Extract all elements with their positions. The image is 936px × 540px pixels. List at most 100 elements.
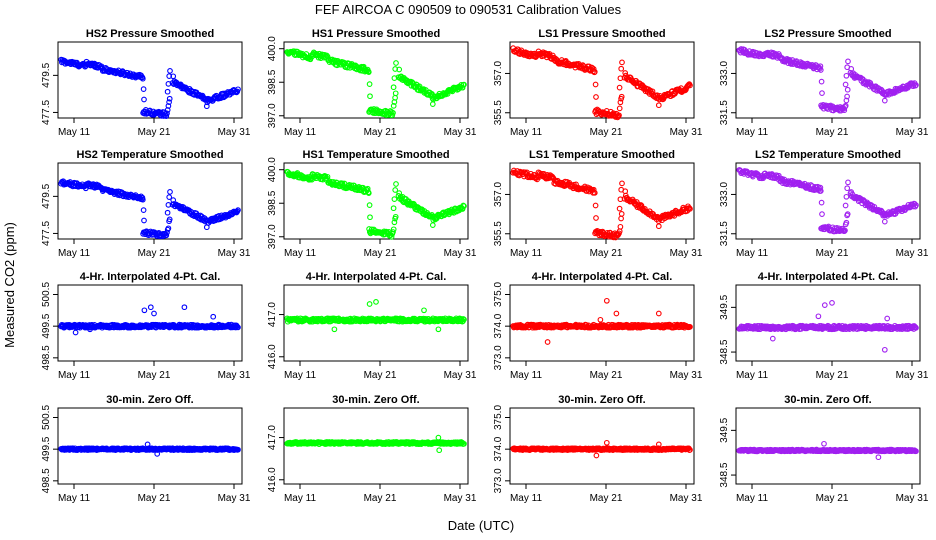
x-tick-label: May 11 [284, 493, 316, 504]
data-point [844, 64, 851, 71]
data-point [817, 188, 824, 194]
data-point [203, 103, 210, 110]
data-point [164, 88, 171, 95]
data-point [170, 73, 177, 80]
data-point [210, 313, 217, 320]
y-tick-label: 373.0 [493, 468, 504, 493]
x-tick-label: May 21 [364, 248, 397, 259]
data-point [190, 88, 196, 95]
y-tick-label: 375.0 [493, 405, 504, 430]
data-point [817, 63, 824, 70]
data-point [181, 304, 188, 311]
plot-frame [283, 407, 469, 485]
y-tick-label: 397.0 [267, 103, 278, 128]
y-tick-label: 357.0 [493, 61, 504, 86]
data-point [235, 324, 241, 331]
data-point [843, 219, 850, 226]
data-point [195, 212, 202, 219]
data-point [390, 110, 396, 116]
plot-frame [283, 162, 469, 240]
data-point [913, 448, 919, 455]
data-point [390, 229, 396, 235]
data-point [591, 69, 598, 75]
data-point [392, 66, 399, 72]
panel-title: 30-min. Zero Off. [106, 394, 193, 406]
data-point [687, 447, 693, 453]
data-point [593, 215, 599, 221]
data-point [603, 297, 610, 304]
x-tick-label: May 31 [670, 127, 703, 138]
data-point [163, 232, 170, 239]
x-tick-label: May 11 [510, 370, 542, 381]
data-point [435, 434, 442, 441]
data-point [147, 304, 154, 311]
y-tick-label: 416.0 [267, 467, 278, 492]
x-tick-label: May 11 [736, 127, 768, 138]
data-points [58, 304, 241, 336]
data-point [141, 96, 147, 103]
panel-title: 4-Hr. Interpolated 4-Pt. Cal. [306, 271, 447, 283]
data-point [391, 75, 398, 81]
data-point [819, 90, 825, 96]
plot-frame [735, 41, 921, 119]
data-point [461, 316, 467, 323]
panel-title: LS1 Temperature Smoothed [529, 149, 675, 161]
x-tick-label: May 11 [58, 248, 90, 259]
data-point [167, 68, 173, 74]
data-point [687, 82, 693, 89]
data-point [139, 75, 146, 82]
y-tick-label: 479.5 [41, 183, 52, 208]
plot-frame [57, 162, 243, 240]
data-point [429, 222, 436, 228]
x-tick-label: May 11 [284, 370, 316, 381]
data-point [911, 200, 918, 207]
data-point [617, 223, 624, 230]
data-point [842, 81, 849, 88]
data-points [510, 45, 693, 121]
data-point [845, 58, 851, 65]
x-tick-label: May 11 [284, 127, 316, 138]
y-tick-label: 500.5 [41, 405, 52, 430]
data-point [390, 103, 397, 109]
x-tick-label: May 21 [364, 370, 397, 381]
panel-title: 30-min. Zero Off. [784, 394, 871, 406]
data-point [875, 454, 882, 461]
plot-frame [735, 162, 921, 240]
y-tick-label: 400.0 [267, 36, 278, 61]
data-point [235, 86, 241, 93]
data-point [638, 202, 645, 209]
data-point [317, 55, 324, 62]
data-point [365, 190, 372, 196]
data-point [203, 224, 210, 231]
data-points [510, 439, 693, 459]
x-tick-label: May 11 [510, 493, 542, 504]
data-point [592, 202, 599, 209]
data-point [166, 216, 173, 223]
x-axis-label: Date (UTC) [448, 518, 514, 533]
data-points [284, 299, 467, 333]
y-tick-label: 375.0 [493, 282, 504, 307]
x-tick-label: May 21 [816, 248, 849, 259]
y-tick-label: 498.5 [41, 345, 52, 370]
panel-9: 4-Hr. Interpolated 4-Pt. Cal.May 11 May 2… [41, 271, 251, 381]
plot-frame [57, 407, 243, 485]
data-point [593, 452, 600, 459]
x-tick-label: May 21 [364, 493, 397, 504]
x-tick-label: May 31 [896, 248, 929, 259]
y-tick-label: 373.0 [493, 345, 504, 370]
x-tick-label: May 21 [816, 493, 849, 504]
data-point [842, 202, 849, 209]
data-point [461, 81, 467, 88]
x-tick-label: May 11 [58, 127, 90, 138]
y-tick-label: 331.5 [719, 100, 730, 125]
data-point [843, 193, 850, 200]
data-points [58, 56, 241, 119]
data-point [618, 186, 625, 193]
data-point [655, 102, 662, 109]
data-point [235, 446, 241, 453]
data-point [331, 326, 338, 333]
data-point [597, 316, 604, 323]
